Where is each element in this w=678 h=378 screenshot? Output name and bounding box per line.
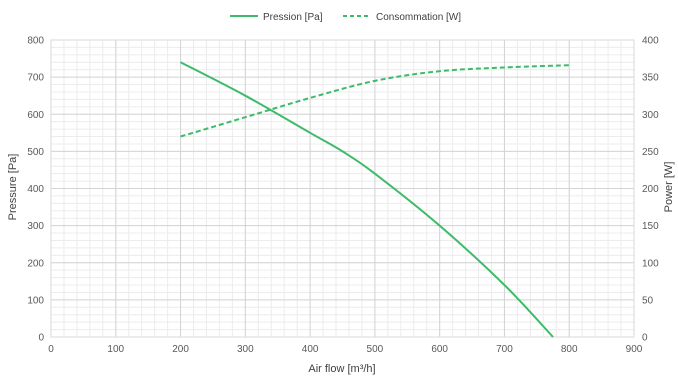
y-right-tick-labels: 0 50 100 150 200 250 300 350 400 bbox=[642, 36, 659, 344]
y-right-tick-label: 250 bbox=[642, 147, 659, 158]
y-right-tick-label: 0 bbox=[642, 333, 648, 344]
y-right-tick-label: 50 bbox=[642, 295, 654, 306]
y-left-tick-label: 300 bbox=[27, 221, 44, 232]
x-tick-label: 100 bbox=[107, 344, 124, 355]
x-tick-label: 700 bbox=[496, 344, 513, 355]
y-left-tick-label: 800 bbox=[27, 36, 44, 47]
y-left-tick-label: 0 bbox=[38, 333, 44, 344]
x-tick-labels: 0 100 200 300 400 500 600 700 800 900 bbox=[48, 344, 643, 355]
y-right-tick-label: 200 bbox=[642, 184, 659, 195]
legend-label-consommation: Consommation [W] bbox=[376, 12, 461, 23]
series-line-pression bbox=[180, 61, 554, 338]
x-tick-label: 300 bbox=[237, 344, 254, 355]
y-left-tick-labels: 0 100 200 300 400 500 600 700 800 bbox=[27, 36, 44, 344]
y-left-tick-label: 200 bbox=[27, 258, 44, 269]
plot-frame bbox=[50, 39, 635, 338]
legend-label-pression: Pression [Pa] bbox=[263, 12, 323, 23]
x-axis-title: Air flow [m³/h] bbox=[308, 363, 375, 375]
y-right-tick-label: 150 bbox=[642, 221, 659, 232]
x-tick-label: 600 bbox=[431, 344, 448, 355]
y-left-tick-label: 400 bbox=[27, 184, 44, 195]
x-tick-label: 0 bbox=[48, 344, 54, 355]
y-left-tick-label: 600 bbox=[27, 110, 44, 121]
x-tick-label: 900 bbox=[626, 344, 643, 355]
x-tick-label: 400 bbox=[302, 344, 319, 355]
y-left-tick-label: 100 bbox=[27, 295, 44, 306]
y-right-tick-label: 350 bbox=[642, 73, 659, 84]
x-tick-label: 500 bbox=[367, 344, 384, 355]
y-left-tick-label: 700 bbox=[27, 73, 44, 84]
y-left-tick-label: 500 bbox=[27, 147, 44, 158]
x-tick-label: 200 bbox=[172, 344, 189, 355]
legend: Pression [Pa] Consommation [W] bbox=[230, 12, 461, 23]
y-right-tick-label: 300 bbox=[642, 110, 659, 121]
x-tick-label: 800 bbox=[561, 344, 578, 355]
series-line-consommation bbox=[180, 64, 570, 138]
y-right-axis-title: Power [W] bbox=[663, 162, 675, 213]
y-left-axis-title: Pressure [Pa] bbox=[7, 154, 19, 221]
y-right-tick-label: 400 bbox=[642, 36, 659, 47]
series-layer bbox=[180, 61, 570, 338]
y-right-tick-label: 100 bbox=[642, 258, 659, 269]
